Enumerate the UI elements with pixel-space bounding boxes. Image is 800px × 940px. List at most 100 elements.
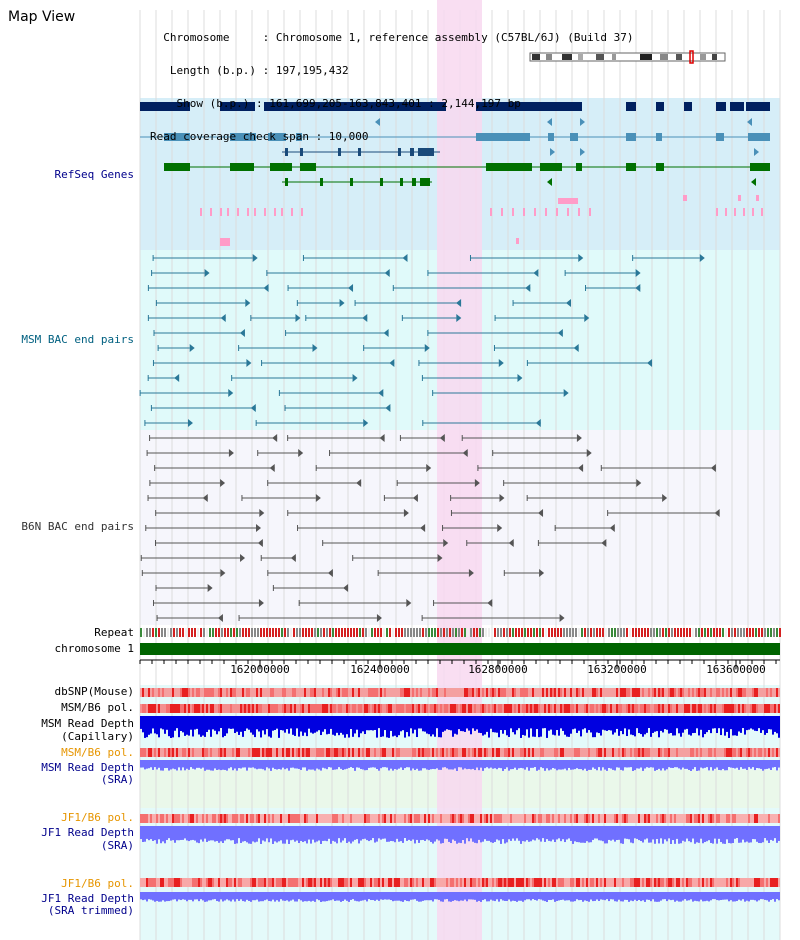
heat-cell [388,748,390,757]
heat-cell [502,814,504,823]
heat-cell [666,704,668,713]
bac-end-arrow [295,314,301,322]
heat-cell [716,878,718,887]
heat-cell [378,814,380,823]
depth-bar [252,760,254,768]
heat-cell [384,878,386,887]
heat-cell [198,704,200,713]
heat-cell [478,688,480,697]
depth-bar [596,826,598,839]
depth-bar [336,826,338,844]
repeat-element [281,628,283,637]
heat-cell [748,748,750,757]
bac-end-arrow [257,539,263,547]
depth-bar [220,760,222,771]
depth-bar [492,826,494,843]
depth-bar [342,716,344,735]
depth-bar [572,826,574,844]
depth-bar [752,892,754,900]
depth-bar [588,892,590,902]
repeat-element [611,628,613,637]
heat-cell [416,814,418,823]
heat-cell [708,748,710,757]
heat-cell [440,814,442,823]
depth-bar [358,826,360,844]
depth-bar [264,892,266,901]
repeat-element [389,628,391,637]
heat-cell [674,878,676,887]
heat-cell [592,814,594,823]
heat-cell [534,814,536,823]
heat-cell [452,878,454,887]
depth-bar [544,760,546,771]
depth-bar [316,716,318,732]
heat-cell [166,814,168,823]
depth-bar [420,716,422,729]
repeat-element [512,628,514,637]
depth-bar [352,892,354,900]
heat-cell [606,688,608,697]
repeat-element [692,628,694,637]
heat-cell [338,688,340,697]
depth-bar [568,760,570,768]
bac-end-arrow [437,554,443,562]
depth-bar [506,826,508,843]
depth-bar [696,892,698,902]
heat-cell [340,878,342,887]
depth-bar [430,892,432,901]
depth-bar [290,826,292,841]
depth-bar [402,716,404,731]
depth-bar [464,716,466,732]
heat-cell [504,688,506,697]
depth-bar [770,716,772,730]
heat-cell [474,878,476,887]
depth-bar [474,760,476,771]
heat-cell [326,704,328,713]
repeat-element [758,628,760,637]
depth-bar [696,826,698,843]
heat-cell [480,704,482,713]
depth-bar [500,716,502,731]
depth-bar [194,760,196,770]
heat-cell [710,704,712,713]
heat-cell [406,878,408,887]
depth-bar [300,716,302,732]
depth-bar [746,760,748,770]
heat-cell [404,878,406,887]
depth-bar [478,892,480,901]
pink-marker [578,208,580,216]
heat-cell [288,688,290,697]
heat-cell [640,878,642,887]
heat-cell [190,704,192,713]
heat-cell [160,704,162,713]
depth-bar [476,716,478,730]
depth-bar [402,892,404,902]
depth-bar [486,716,488,732]
heat-cell [600,688,602,697]
depth-bar [280,892,282,900]
heat-cell [162,814,164,823]
depth-bar [470,760,472,770]
pink-marker [761,208,763,216]
depth-bar [214,716,216,731]
depth-bar [724,716,726,736]
depth-bar [468,760,470,769]
heat-cell [486,688,488,697]
depth-bar [144,716,146,738]
heat-cell [462,814,464,823]
bac-end-arrow [312,344,318,352]
heat-cell [198,688,200,697]
heat-cell [690,688,692,697]
heat-cell [750,704,752,713]
depth-bar [630,892,632,901]
heat-cell [368,704,370,713]
depth-bar [530,760,532,768]
depth-bar [530,716,532,729]
ideogram-band [700,54,706,60]
heat-cell [380,878,382,887]
heat-cell [726,688,728,697]
depth-bar [600,826,602,841]
repeat-element [443,628,445,637]
heat-cell [396,748,398,757]
